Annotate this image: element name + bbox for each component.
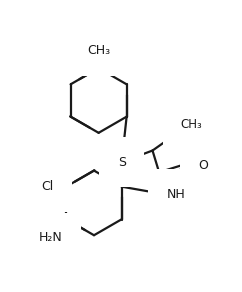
Text: NH: NH xyxy=(167,188,186,201)
Text: S: S xyxy=(118,156,126,168)
Text: Cl: Cl xyxy=(41,180,54,193)
Text: O: O xyxy=(199,159,209,173)
Text: CH₃: CH₃ xyxy=(180,117,202,131)
Text: H₂N: H₂N xyxy=(38,231,62,244)
Text: CH₃: CH₃ xyxy=(87,44,110,57)
